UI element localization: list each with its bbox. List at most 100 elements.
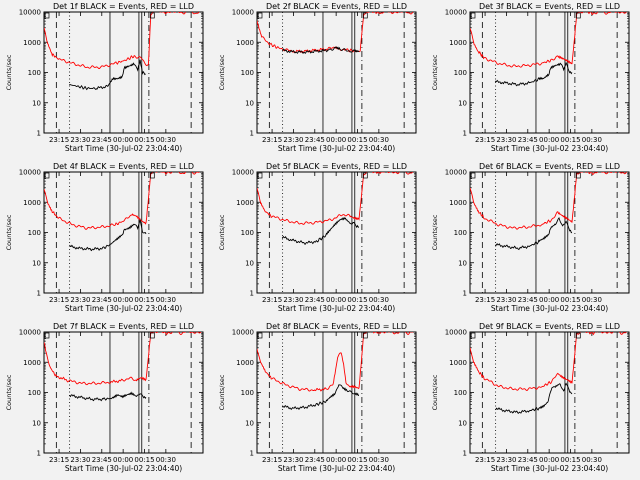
detector-panel-6: Det 6f BLACK = Events, RED = LLD 1 10 100 10… (431, 162, 630, 313)
y-tick-label: 10000 (232, 169, 254, 177)
y-tick-label: 10 (32, 259, 41, 267)
x-axis-label: Start Time (30-Jul-02 23:04:40) (278, 144, 395, 153)
panel-title: Det 7f BLACK = Events, RED = LLD (53, 322, 194, 331)
start-marker (257, 12, 263, 19)
x-tick-label: 00:30 (582, 456, 602, 464)
y-axis-label: Counts/sec (5, 214, 13, 250)
x-tick-label: 00:00 (539, 136, 559, 144)
plot-frame (256, 11, 417, 134)
detector-panel-1: Det 1f BLACK = Events, RED = LLD 1 10 100 10… (5, 2, 204, 153)
y-tick-label: 100 (454, 229, 467, 237)
x-tick-label: 23:45 (305, 136, 325, 144)
x-tick-label: 23:15 (475, 296, 495, 304)
start-marker (470, 172, 476, 179)
start-marker (44, 12, 50, 19)
end-marker (362, 12, 368, 19)
x-tick-label: 00:15 (347, 296, 367, 304)
x-axis-label: Start Time (30-Jul-02 23:04:40) (65, 144, 182, 153)
detector-panel-5: Det 5f BLACK = Events, RED = LLD 1 10 100 10… (218, 162, 417, 313)
x-tick-label: 00:00 (539, 456, 559, 464)
end-marker (149, 332, 155, 339)
series-line-lld (257, 12, 414, 54)
end-marker (362, 172, 368, 179)
y-tick-label: 10 (245, 259, 254, 267)
y-tick-label: 1000 (23, 39, 41, 47)
x-tick-label: 23:30 (496, 136, 516, 144)
series-line-events (281, 384, 359, 411)
y-tick-label: 10 (32, 419, 41, 427)
y-axis-label: Counts/sec (431, 54, 439, 90)
x-tick-label: 00:30 (156, 296, 176, 304)
y-tick-label: 1 (37, 450, 41, 458)
series-group (44, 172, 203, 252)
y-tick-label: 10 (458, 259, 467, 267)
end-marker (575, 172, 581, 179)
x-tick-label: 23:15 (262, 296, 282, 304)
x-tick-label: 00:30 (369, 456, 389, 464)
x-tick-label: 23:45 (518, 296, 538, 304)
series-group (470, 12, 629, 87)
y-tick-label: 1000 (236, 359, 254, 367)
y-axis-label: Counts/sec (431, 374, 439, 410)
detector-panel-7: Det 7f BLACK = Events, RED = LLD 1 10 100 10… (5, 322, 204, 473)
y-tick-label: 10 (458, 419, 467, 427)
detector-panel-3: Det 3f BLACK = Events, RED = LLD 1 10 100 10… (431, 2, 630, 153)
y-tick-label: 10000 (19, 9, 41, 17)
end-marker (149, 12, 155, 19)
y-tick-label: 100 (28, 389, 41, 397)
x-tick-label: 23:15 (49, 136, 69, 144)
x-tick-label: 00:30 (369, 136, 389, 144)
detector-panel-4: Det 4f BLACK = Events, RED = LLD 1 10 100 10… (5, 162, 204, 313)
y-tick-label: 10 (32, 99, 41, 107)
x-tick-label: 23:15 (262, 456, 282, 464)
y-axis-label: Counts/sec (5, 54, 13, 90)
y-axis-label: Counts/sec (431, 214, 439, 250)
y-tick-label: 1 (463, 130, 467, 138)
x-tick-label: 00:00 (539, 296, 559, 304)
x-tick-label: 00:15 (134, 136, 154, 144)
y-tick-label: 1 (463, 450, 467, 458)
y-tick-label: 1000 (449, 359, 467, 367)
y-tick-label: 1 (37, 130, 41, 138)
panel-title: Det 1f BLACK = Events, RED = LLD (53, 2, 194, 11)
y-axis-label: Counts/sec (5, 374, 13, 410)
panel-title: Det 6f BLACK = Events, RED = LLD (479, 162, 620, 171)
end-marker (575, 332, 581, 339)
panel-title: Det 2f BLACK = Events, RED = LLD (266, 2, 407, 11)
x-axis-label: Start Time (30-Jul-02 23:04:40) (491, 304, 608, 313)
series-line-lld (44, 172, 203, 230)
y-tick-label: 1000 (449, 39, 467, 47)
end-marker (575, 12, 581, 19)
plot-frame (43, 331, 204, 454)
x-axis-label: Start Time (30-Jul-02 23:04:40) (278, 464, 395, 473)
x-axis-label: Start Time (30-Jul-02 23:04:40) (65, 464, 182, 473)
y-tick-label: 1000 (449, 199, 467, 207)
panel-title: Det 4f BLACK = Events, RED = LLD (53, 162, 194, 171)
y-tick-label: 10000 (232, 329, 254, 337)
x-tick-label: 00:00 (326, 296, 346, 304)
detector-panel-2: Det 2f BLACK = Events, RED = LLD 1 10 100 10… (218, 2, 417, 153)
series-group (470, 172, 628, 251)
y-tick-label: 100 (454, 389, 467, 397)
x-tick-label: 00:30 (369, 296, 389, 304)
x-tick-label: 00:30 (156, 136, 176, 144)
x-tick-label: 23:45 (518, 456, 538, 464)
x-tick-label: 23:30 (70, 136, 90, 144)
start-marker (470, 12, 476, 19)
x-tick-label: 23:45 (92, 136, 112, 144)
series-line-events (495, 382, 573, 414)
y-tick-label: 1000 (236, 199, 254, 207)
series-line-events (494, 216, 573, 251)
plot-frame (256, 171, 417, 294)
x-tick-label: 00:00 (113, 296, 133, 304)
x-tick-label: 00:30 (582, 136, 602, 144)
x-tick-label: 23:15 (49, 456, 69, 464)
start-marker (44, 172, 50, 179)
x-tick-label: 00:30 (156, 456, 176, 464)
x-tick-label: 23:45 (518, 136, 538, 144)
series-line-lld (44, 12, 200, 69)
series-group (257, 12, 414, 54)
x-tick-label: 00:15 (560, 296, 580, 304)
end-marker (362, 332, 368, 339)
x-tick-label: 23:15 (49, 296, 69, 304)
